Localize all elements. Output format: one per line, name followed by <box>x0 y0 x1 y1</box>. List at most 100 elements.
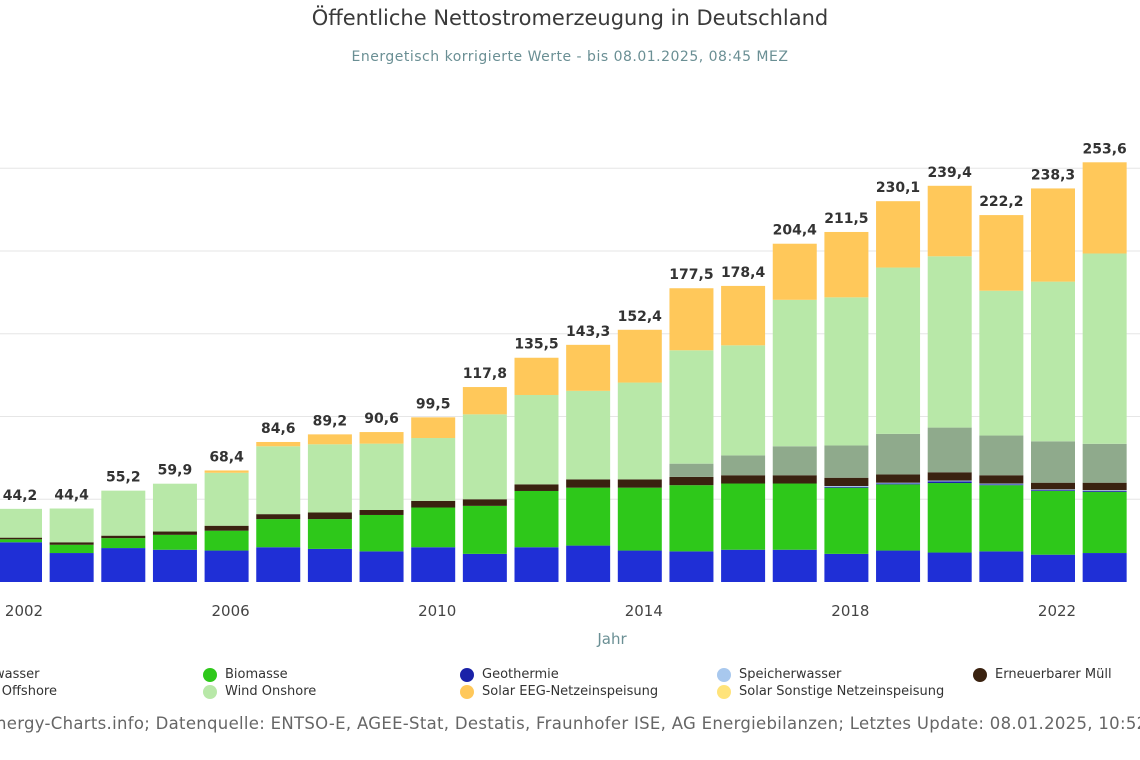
total-label: 90,6 <box>364 411 399 427</box>
bar-segment <box>1031 441 1075 483</box>
total-label: 99,5 <box>416 396 451 412</box>
total-label: 178,4 <box>721 265 766 281</box>
bar-segment <box>566 390 611 480</box>
legend-item[interactable]: Solar Sonstige Netzeinspeisung <box>717 684 944 699</box>
x-tick-label: 2010 <box>418 602 456 620</box>
bar-segment <box>1082 253 1127 444</box>
bar-segment <box>876 483 921 485</box>
total-labels: 44,2 44,4 55,2 59,9 68,4 84,6 89,2 90,6 99,5 117,… <box>3 141 1127 504</box>
bar-segment <box>1082 490 1127 491</box>
bar-segment <box>101 548 146 582</box>
bar-segment <box>566 487 611 546</box>
legend-color-icon <box>973 667 987 682</box>
bar-segment <box>824 445 869 478</box>
legend-color-icon <box>460 684 474 699</box>
bar-segment <box>204 470 249 473</box>
total-label: 204,4 <box>773 223 818 239</box>
bar-segment <box>617 550 662 582</box>
bar-segment <box>49 544 94 554</box>
bar-segment <box>617 487 662 551</box>
legend-item[interactable]: l Offshore <box>0 684 57 699</box>
total-label: 44,2 <box>3 488 38 504</box>
bar-segment <box>1082 553 1127 582</box>
bar-segment <box>979 551 1024 582</box>
bar-segment <box>927 483 972 553</box>
legend-label: Geothermie <box>482 667 559 682</box>
total-label: 222,2 <box>979 194 1023 210</box>
bar-segment <box>876 482 921 484</box>
bar-segment <box>1082 490 1127 492</box>
total-label: 89,2 <box>313 413 348 429</box>
chart-plot: 44,2 44,4 55,2 59,9 68,4 84,6 89,2 90,6 99,5 117,… <box>0 141 1140 648</box>
bar-segment <box>359 514 404 552</box>
bar-segment <box>1031 490 1075 491</box>
bar-segment <box>411 417 456 439</box>
bar-segment <box>824 486 869 488</box>
legend-item[interactable]: wasser <box>0 667 40 682</box>
bar-segment <box>1031 490 1075 555</box>
legend-item[interactable]: Speicherwasser <box>717 667 841 682</box>
bar-segment <box>824 297 869 446</box>
bar-segment <box>721 483 766 550</box>
bar-segment <box>204 472 249 526</box>
bar-segment <box>721 549 766 582</box>
bar-segment <box>617 329 662 383</box>
total-label: 239,4 <box>928 165 973 181</box>
bar-segment <box>307 444 352 513</box>
bar-segment <box>256 514 301 520</box>
bar-segment <box>462 414 507 500</box>
bar-segment <box>669 476 714 486</box>
bar-segment <box>256 446 301 515</box>
bar-segment <box>411 438 456 501</box>
bar-segment <box>1031 482 1075 490</box>
bar-segment <box>566 545 611 582</box>
bar-segment <box>979 484 1024 486</box>
bar-segment <box>359 443 404 511</box>
bar-segment <box>566 479 611 488</box>
total-label: 152,4 <box>618 309 663 325</box>
bar-segment <box>462 499 507 506</box>
bar-segment <box>876 267 921 434</box>
legend-color-icon <box>717 667 731 682</box>
total-label: 211,5 <box>824 211 868 227</box>
bar-segment <box>204 530 249 551</box>
total-label: 135,5 <box>514 337 558 353</box>
bar-segment <box>721 285 766 346</box>
bar-segment <box>876 201 921 268</box>
bar-segment <box>514 547 559 582</box>
bar-segment <box>876 550 921 582</box>
legend-label: Speicherwasser <box>739 667 842 682</box>
legend-item[interactable]: Wind Onshore <box>203 684 316 699</box>
bar-segment <box>979 475 1024 484</box>
legend-item[interactable]: Solar EEG-Netzeinspeisung <box>460 684 658 699</box>
bar-segment <box>1082 491 1127 554</box>
bar-segment <box>49 553 94 582</box>
legend-item[interactable]: Geothermie <box>460 667 559 682</box>
bar-segment <box>256 441 301 447</box>
bar-segment <box>927 552 972 582</box>
legend-item[interactable]: Biomasse <box>203 667 288 682</box>
bar-segment <box>1031 281 1075 442</box>
legend-item[interactable]: Erneuerbarer Müll <box>973 667 1112 682</box>
bar-segment <box>101 535 146 539</box>
legend-color-icon <box>717 684 731 699</box>
bar-segment <box>927 472 972 481</box>
x-tick-label: 2006 <box>212 602 250 620</box>
bar-segment <box>101 490 146 536</box>
total-label: 59,9 <box>158 463 193 479</box>
legend-label: Biomasse <box>225 667 288 682</box>
bar-segment <box>152 531 197 535</box>
bar-segment <box>152 534 197 550</box>
bar-segment <box>0 537 42 540</box>
bar-segment <box>824 487 869 554</box>
bar-segment <box>359 432 404 444</box>
bar-segment <box>824 231 869 298</box>
bar-segment <box>669 551 714 582</box>
bar-segment <box>411 507 456 548</box>
bar-segment <box>772 475 817 484</box>
total-label: 55,2 <box>106 470 141 486</box>
total-label: 230,1 <box>876 180 920 196</box>
bar-segment <box>0 539 42 543</box>
bar-segment <box>49 508 94 543</box>
bar-segment <box>721 475 766 484</box>
